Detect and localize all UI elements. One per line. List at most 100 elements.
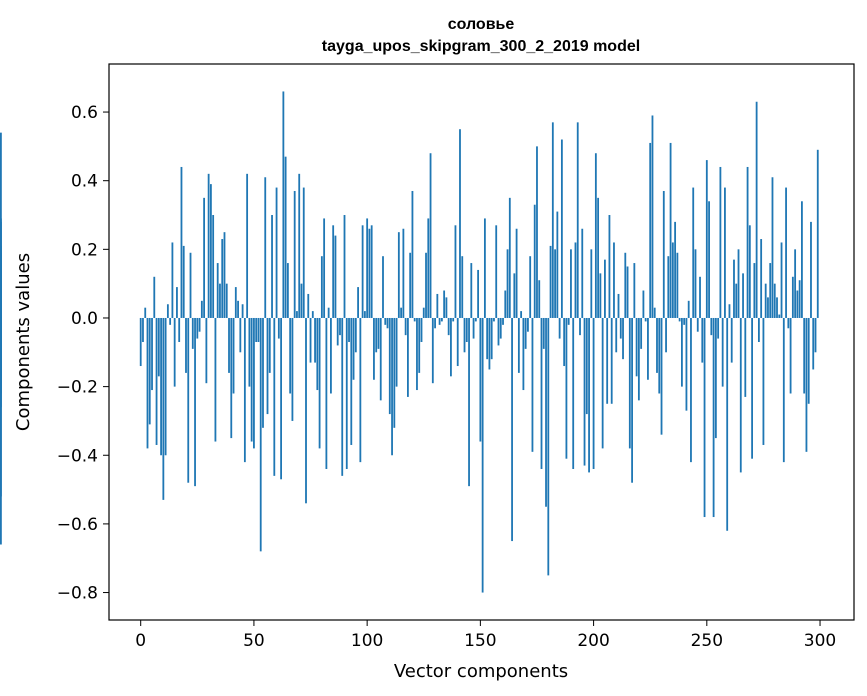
bar-component-65 (286, 263, 289, 318)
y-axis-ticks: −0.8 −0.6 −0.4 −0.2 0.0 0.2 0.4 0.6 (57, 103, 109, 604)
bar-component-278 (769, 263, 772, 318)
bar-component-277 (767, 297, 769, 318)
bar-component-208 (610, 317, 613, 404)
y-tick-label: −0.8 (57, 584, 98, 604)
bar-component-41 (232, 317, 235, 394)
bar-component-287 (789, 317, 792, 394)
bar-component-217 (631, 317, 633, 483)
bar-component-96 (357, 287, 359, 318)
bar-component-214 (624, 252, 627, 318)
bar-component-82 (325, 317, 328, 469)
x-tick-label: 0 (135, 631, 146, 651)
bar-component-33 (214, 317, 217, 442)
bar-component-71 (300, 283, 303, 318)
bar-component-57 (268, 317, 271, 373)
bar-component-186 (560, 139, 563, 318)
bar-component-194 (579, 317, 581, 336)
bar-component-154 (488, 317, 491, 370)
bar-component-258 (724, 187, 726, 318)
bar-component-58 (271, 215, 273, 318)
bar-component-247 (699, 276, 701, 318)
bar-component-267 (744, 317, 747, 397)
bar-component-1 (142, 317, 144, 342)
bar-component-38 (225, 283, 228, 318)
bar-component-8 (157, 317, 160, 377)
bar-component-210 (615, 317, 618, 353)
y-tick-label: −0.6 (57, 515, 98, 535)
bar-component-288 (791, 276, 794, 318)
bar-component-59 (273, 317, 276, 476)
y-tick-label: 0.6 (71, 103, 98, 123)
bar-component-97 (359, 317, 362, 463)
bar-component-246 (696, 317, 699, 332)
bar-component-45 (241, 304, 244, 318)
bar-component-183 (554, 249, 556, 318)
bar-series (0, 91, 819, 593)
bar-component-80 (320, 256, 323, 318)
y-tick-label: 0.2 (71, 240, 98, 260)
bar-component-40 (230, 317, 233, 439)
bar-component-292 (801, 201, 803, 318)
bar-component-93 (350, 317, 353, 445)
bar-component-226 (651, 115, 654, 318)
bar-component-43 (237, 300, 239, 318)
bar-component-106 (379, 317, 382, 401)
x-tick-label: 200 (577, 631, 609, 651)
bar-component-181 (549, 245, 552, 318)
bar-component-162 (506, 249, 509, 318)
bar-component-298 (814, 317, 817, 353)
chart-title: соловье (448, 16, 515, 33)
bar-component-92 (348, 317, 350, 342)
bar-component-185 (558, 317, 561, 339)
bar-component-177 (540, 317, 543, 469)
y-axis-label: Components values (13, 253, 34, 431)
bar-component-158 (497, 317, 500, 346)
bar-component-21 (187, 317, 190, 483)
bar-component-212 (619, 317, 622, 339)
bar-component-119 (409, 252, 412, 318)
bar-component-51 (255, 317, 258, 342)
bar-component-77 (314, 317, 316, 363)
bar-component-170 (524, 317, 527, 349)
bar-component-101 (368, 228, 371, 318)
bar-component-86 (334, 235, 337, 318)
bar-component-274 (760, 239, 763, 318)
bar-component-150 (479, 317, 482, 442)
bar-component-163 (508, 197, 511, 318)
bar-component-172 (529, 256, 532, 318)
bar-component-53 (259, 317, 262, 552)
bar-component-13 (169, 317, 172, 325)
bar-component-32 (212, 215, 215, 318)
bar-component-276 (764, 283, 767, 318)
bar-component-46 (243, 317, 246, 463)
bar-component-123 (418, 317, 421, 373)
bar-component-134 (443, 290, 446, 318)
bar-component-286 (787, 317, 790, 329)
bar-component-251 (708, 201, 710, 318)
bar-component-91 (345, 317, 348, 469)
bar-component-110 (388, 317, 391, 415)
y-tick-label: −0.2 (57, 378, 98, 398)
bar-component-187 (563, 317, 566, 367)
bar-component-137 (450, 317, 452, 377)
bar-component-189 (567, 317, 570, 325)
bar-component-135 (445, 297, 448, 318)
bar-component-233 (667, 256, 670, 318)
y-tick-label: −0.4 (57, 446, 98, 466)
bar-component-176 (538, 280, 541, 318)
bar-component-75 (309, 317, 312, 363)
bar-component-261 (730, 317, 733, 363)
bar-component-63 (282, 91, 285, 318)
bar-component-191 (572, 317, 575, 469)
bar-component-79 (318, 317, 321, 449)
bar-component-242 (687, 300, 690, 318)
x-tick-label: 150 (464, 631, 496, 651)
bar-component-260 (728, 304, 731, 318)
bar-component-284 (782, 317, 785, 463)
bar-component-83 (327, 307, 330, 318)
bar-component-171 (527, 317, 529, 332)
bar-component-199 (590, 249, 593, 318)
bar-component-81 (323, 218, 326, 318)
bar-component-293 (803, 317, 806, 394)
bar-component-60 (275, 187, 278, 318)
